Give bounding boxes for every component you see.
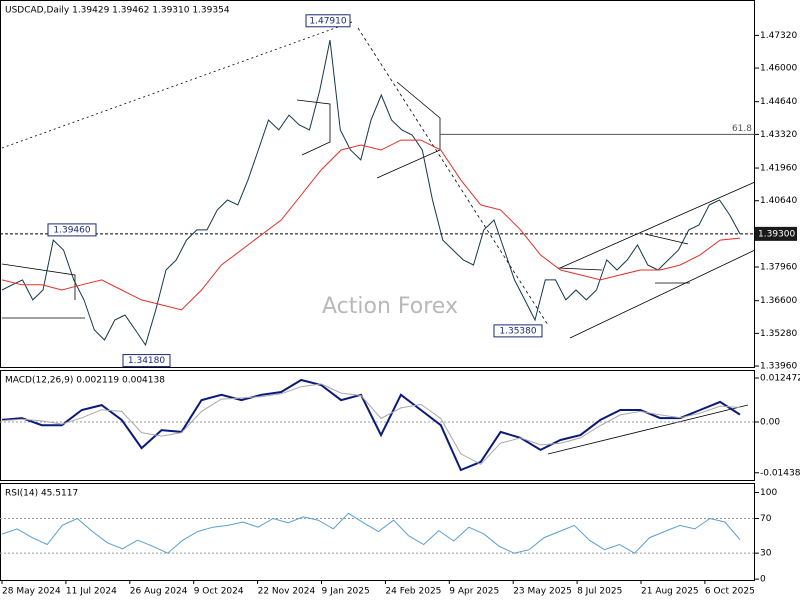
series-line	[1, 383, 741, 465]
x-tick-label: 9 Oct 2024	[194, 587, 244, 597]
y-tick-label: 1.41960	[760, 164, 797, 174]
y-tick-label: 1.47320	[760, 31, 797, 41]
y-tick-label: 1.35280	[760, 329, 797, 339]
trendline	[1, 21, 353, 149]
series-line	[1, 512, 741, 554]
x-tick-label: 26 Aug 2024	[130, 587, 188, 597]
pattern	[557, 267, 603, 271]
price-label: 1.35380	[499, 326, 536, 336]
pattern	[644, 233, 689, 245]
current-price-label: 1.39300	[758, 229, 795, 239]
series-line	[1, 40, 741, 347]
price-label: 1.39460	[53, 225, 90, 235]
pattern	[296, 99, 331, 156]
y-tick-label: 70	[760, 514, 772, 524]
price-panel	[0, 0, 755, 368]
macd-trendline	[547, 404, 749, 455]
y-tick-label: 30	[760, 549, 772, 559]
current-price-tag	[755, 226, 797, 241]
y-tick-label: 0	[760, 575, 766, 585]
y-tick-label: 1.37960	[760, 263, 797, 273]
price-label-box	[122, 354, 171, 368]
y-tick-label: 1.43320	[760, 130, 797, 140]
y-tick-label: 1.46000	[760, 64, 797, 74]
y-tick-label: 0.012472	[760, 374, 800, 384]
watermark: Action Forex	[322, 294, 458, 319]
x-tick-label: 28 May 2024	[2, 587, 61, 597]
panel-title: RSI(14) 45.5117	[5, 489, 78, 499]
panel-title: MACD(12,26,9) 0.002119 0.004138	[5, 376, 165, 386]
macd-panel	[0, 370, 755, 481]
y-tick-label: 0.00	[760, 418, 780, 428]
series-line	[1, 139, 741, 311]
x-tick-label: 22 Nov 2024	[258, 587, 316, 597]
channel-line	[559, 181, 756, 269]
price-label: 1.34180	[128, 356, 165, 366]
pattern	[1, 263, 76, 300]
series-line	[1, 378, 741, 472]
x-tick-label: 8 Jul 2025	[577, 587, 622, 597]
y-tick-label: 1.44640	[760, 97, 797, 107]
x-tick-label: 9 Apr 2025	[449, 587, 499, 597]
price-label: 1.47910	[309, 16, 346, 26]
trendlines	[1, 21, 756, 455]
x-tick-label: 9 Jan 2025	[322, 587, 370, 597]
price-label-box	[493, 324, 543, 338]
x-tick-label: 6 Oct 2025	[705, 587, 755, 597]
y-tick-label: 100	[760, 488, 777, 498]
price-label-box	[305, 14, 351, 28]
x-tick-label: 11 Jul 2024	[66, 587, 117, 597]
x-tick-label: 21 Aug 2025	[641, 587, 699, 597]
y-tick-label: -0.014389	[760, 468, 800, 478]
x-tick-label: 23 May 2025	[513, 587, 572, 597]
panel-title: USDCAD,Daily 1.39429 1.39462 1.39310 1.3…	[5, 6, 230, 16]
fib-label: 61.8	[732, 124, 752, 134]
y-tick-label: 1.33960	[760, 362, 797, 372]
pattern	[376, 81, 441, 179]
rsi-panel	[0, 483, 755, 581]
channel-line	[569, 249, 756, 339]
x-tick-label: 24 Feb 2025	[385, 587, 441, 597]
trendline	[357, 27, 549, 326]
y-tick-label: 1.40640	[760, 196, 797, 206]
price-label-box	[47, 223, 97, 237]
y-tick-label: 1.36600	[760, 296, 797, 306]
